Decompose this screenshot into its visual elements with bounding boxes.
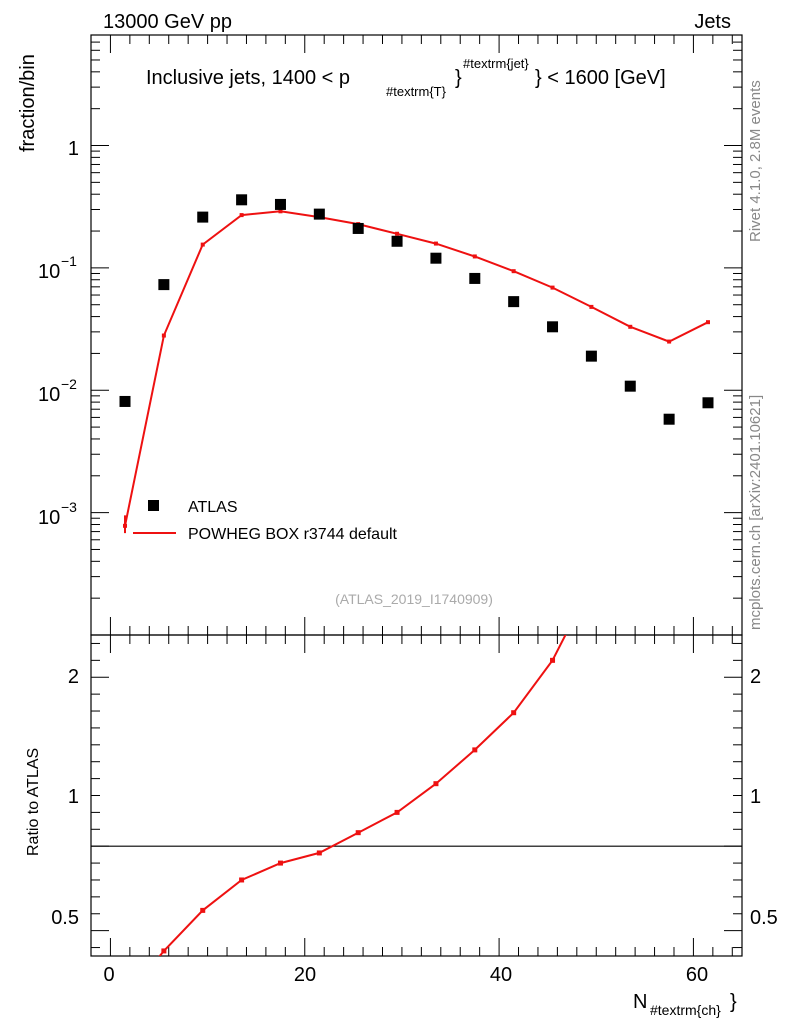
main-title-sup: #textrm{jet} [463,56,529,71]
ratio-line [158,635,567,956]
ratio-point [355,830,361,836]
x-tick-label-20: 20 [294,964,316,986]
header-left: 13000 GeV pp [103,11,232,33]
x-axis-label: N #textrm{ch} } [633,991,737,1018]
main-title-sub: #textrm{T} [386,84,447,99]
ratio-point [239,877,245,883]
mc-line [124,210,709,527]
legend: ATLAS POWHEG BOX r3744 default [133,499,398,543]
atlas-point [430,252,442,264]
mc-point [239,213,244,218]
ratio-point [511,710,517,716]
mc-point [589,304,594,309]
main-y-tick-labels: 1 10 −1 10 −2 10 −3 [38,138,79,529]
data-series [119,194,714,425]
ratio-y-tick-labels-left: 2 1 0.5 [51,666,79,929]
main-title: Inclusive jets, 1400 < p #textrm{T} } #t… [146,56,666,99]
analysis-reference: (ATLAS_2019_I1740909) [335,591,493,607]
ratio-y-tick-label-0.5: 0.5 [51,907,79,929]
main-title-brace: } [455,67,462,89]
y-tick-label-0.1-exp: −1 [61,253,77,269]
ratio-y-tick-label-right-1: 1 [750,786,761,808]
x-tick-labels: 0 20 40 60 [103,964,708,986]
ratio-point [123,996,128,1001]
ratio-panel-frame [90,634,743,957]
y-tick-label-0.1: 10 −1 [38,253,77,283]
mc-point [511,269,516,274]
mc-point [123,523,128,528]
ratio-point [277,860,283,866]
x-axis-label-sub: #textrm{ch} [650,1002,721,1018]
ratio-point [550,657,556,663]
ratio-y-tick-label-right-2: 2 [750,666,761,688]
mc-point [628,324,633,329]
mc-point [472,254,477,259]
y-tick-label-0.001-exp: −3 [61,499,77,515]
main-title-tail: } < 1600 [GeV] [535,67,666,89]
ratio-y-axis-label: Ratio to ATLAS [25,748,42,856]
legend-mc-label: POWHEG BOX r3744 default [188,526,398,543]
header-right: Jets [694,11,731,33]
atlas-point [274,198,286,210]
side-text-top: Rivet 4.1.0, 2.8M events [747,80,764,242]
ratio-point [394,809,400,815]
ratio-point [472,747,478,753]
side-text-bottom: mcplots.cern.ch [arXiv:2401.10621] [747,395,764,630]
mc-point [161,333,166,338]
ratio-y-tick-label-1: 1 [68,786,79,808]
atlas-point [391,235,403,247]
y-tick-label-0.01: 10 −2 [38,376,77,406]
atlas-point [236,194,248,206]
x-axis-label-main: N [633,991,647,1013]
mc-point [200,242,205,247]
mc-point [395,231,400,236]
mc-point [550,285,555,290]
y-tick-label-1: 1 [68,138,79,160]
atlas-point [585,350,597,362]
atlas-point [158,279,170,291]
atlas-point [197,211,209,223]
atlas-point [624,380,636,392]
legend-atlas-marker [148,500,159,511]
ratio-y-tick-label-2: 2 [68,666,79,688]
atlas-point [663,413,675,425]
main-title-text: Inclusive jets, 1400 < p [146,67,350,89]
x-tick-label-0: 0 [103,964,114,986]
mc-series [123,209,710,534]
mc-point [667,339,672,344]
ratio-series [123,582,594,1001]
ratio-axis-ticks [90,635,742,956]
ratio-y-tick-labels-right: 2 1 0.5 [750,666,778,929]
y-tick-label-0.01-base: 10 [38,384,60,406]
atlas-point [702,397,714,409]
main-panel-frame [90,34,743,636]
y-tick-label-0.001-base: 10 [38,507,60,529]
atlas-point [119,395,131,407]
main-axis-ticks [90,34,742,636]
x-tick-label-60: 60 [686,964,708,986]
atlas-point [508,296,520,308]
ratio-y-tick-label-right-0.5: 0.5 [750,907,778,929]
ratio-point [589,582,594,587]
y-tick-label-0.01-exp: −2 [61,376,77,392]
ratio-point [161,948,167,954]
ratio-point [433,781,439,787]
mc-point [278,209,283,214]
atlas-point [469,272,481,284]
ratio-point [316,850,322,856]
mc-point [433,241,438,246]
atlas-point [352,222,364,234]
ratio-point [200,907,206,913]
main-y-axis-label: fraction/bin [17,54,39,152]
x-tick-label-40: 40 [490,964,512,986]
x-axis-label-brace: } [730,991,737,1013]
legend-atlas-label: ATLAS [188,499,238,516]
atlas-point [547,321,559,333]
mc-point [705,320,710,325]
y-tick-label-0.1-base: 10 [38,261,60,283]
atlas-point [313,208,325,220]
y-tick-label-0.001: 10 −3 [38,499,77,529]
